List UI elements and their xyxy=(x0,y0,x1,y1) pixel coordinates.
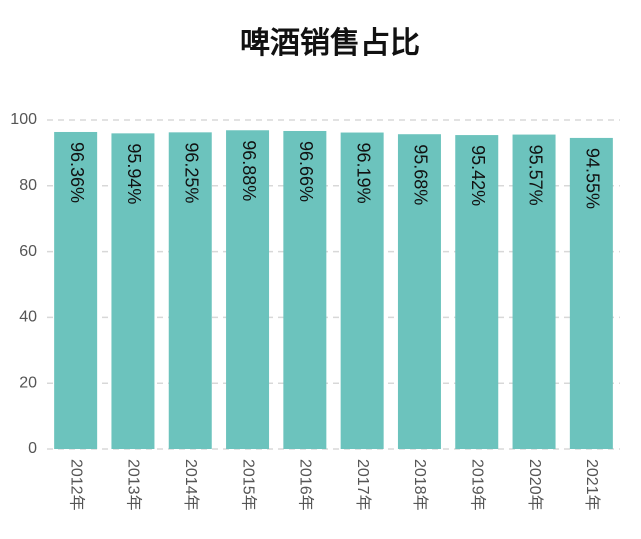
bar xyxy=(569,137,613,450)
value-label: 96.36% xyxy=(67,142,87,203)
x-tick-label: 2014年 xyxy=(182,459,200,511)
x-tick-label: 2019年 xyxy=(469,459,487,511)
value-label: 95.94% xyxy=(124,143,144,204)
y-tick-label: 0 xyxy=(28,440,37,457)
x-tick-label: 2017年 xyxy=(354,459,372,511)
y-tick-label: 40 xyxy=(19,309,37,326)
value-label: 96.25% xyxy=(182,142,202,203)
value-label: 95.68% xyxy=(411,144,431,205)
x-tick-label: 2021年 xyxy=(583,459,601,511)
y-tick-label: 80 xyxy=(19,177,37,194)
bar xyxy=(226,130,270,449)
bar xyxy=(283,130,327,450)
y-tick-label: 60 xyxy=(19,243,37,260)
y-tick-label: 100 xyxy=(10,111,37,128)
y-tick-label: 20 xyxy=(19,374,37,391)
value-label: 94.55% xyxy=(583,148,603,209)
value-label: 96.88% xyxy=(239,140,259,201)
value-label: 95.42% xyxy=(468,145,488,206)
value-label: 96.66% xyxy=(296,141,316,202)
bar xyxy=(168,132,212,449)
x-tick-label: 2018年 xyxy=(411,459,429,511)
bar xyxy=(340,132,384,449)
bar xyxy=(54,131,98,450)
x-tick-label: 2013年 xyxy=(125,459,143,511)
x-tick-label: 2015年 xyxy=(239,459,257,511)
x-tick-label: 2012年 xyxy=(67,459,85,511)
value-label: 95.57% xyxy=(525,145,545,206)
bar xyxy=(111,133,155,449)
bar xyxy=(397,134,441,449)
value-label: 96.19% xyxy=(353,143,373,204)
x-tick-label: 2020年 xyxy=(526,459,544,511)
x-tick-label: 2016年 xyxy=(297,459,315,511)
chart-title: 啤酒销售占比 xyxy=(240,27,420,60)
bar xyxy=(455,135,499,449)
bar xyxy=(512,134,556,449)
